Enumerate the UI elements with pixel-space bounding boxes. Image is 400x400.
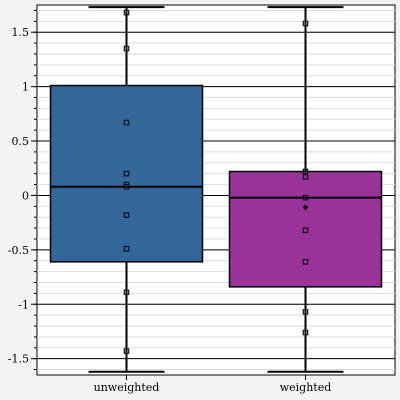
data-point	[302, 259, 309, 265]
mean-marker	[302, 204, 309, 211]
data-point	[302, 194, 309, 201]
y-tick-label: 0.5	[12, 135, 30, 148]
y-tick-label: -1.5	[8, 353, 29, 366]
y-tick-label: 1	[22, 81, 29, 94]
data-point	[123, 348, 130, 354]
y-tick-label: -0.5	[8, 244, 29, 257]
box-weighted	[228, 6, 383, 373]
box-series	[49, 6, 383, 373]
data-point	[123, 183, 130, 190]
y-tick-label: 0	[22, 189, 29, 202]
data-point	[123, 119, 130, 126]
data-point	[302, 329, 309, 336]
y-axis: -1.5 -1 -0.5 0 0.5 1 1.5	[8, 26, 37, 366]
x-tick-label: unweighted	[94, 381, 160, 394]
box-unweighted	[49, 6, 204, 373]
data-point	[302, 174, 309, 180]
x-tick-label: weighted	[280, 381, 332, 394]
data-point	[302, 227, 309, 234]
y-tick-label: 1.5	[12, 26, 30, 39]
y-tick-label: -1	[18, 298, 29, 311]
data-point	[123, 45, 130, 52]
data-point	[302, 20, 309, 27]
box-iqr	[49, 84, 204, 263]
data-point	[123, 289, 130, 296]
data-point	[123, 9, 130, 16]
data-point	[302, 168, 309, 175]
box-iqr	[228, 170, 383, 288]
data-point	[123, 170, 130, 177]
data-point	[123, 245, 130, 252]
data-point	[302, 309, 309, 315]
data-point	[123, 212, 130, 218]
x-axis: unweighted weighted	[94, 375, 332, 394]
